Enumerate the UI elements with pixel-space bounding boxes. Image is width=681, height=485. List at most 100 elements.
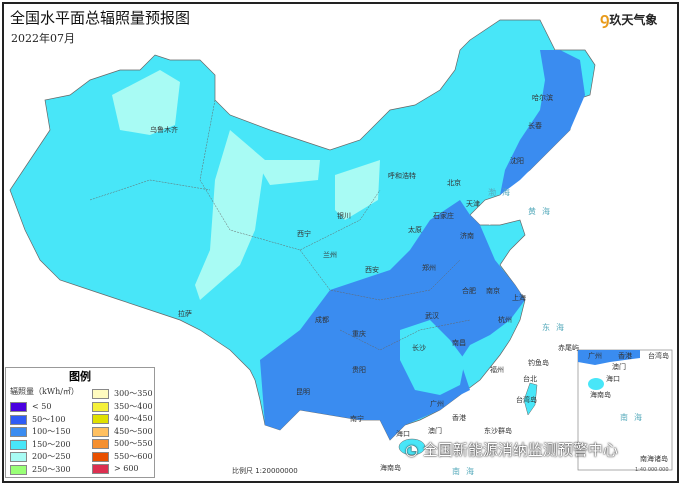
legend-label: 350～400 [114, 401, 153, 411]
city-label: 呼和浩特 [388, 171, 416, 180]
legend-label: 150～200 [32, 439, 71, 449]
map-scale: 比例尺 1:20000000 [232, 467, 298, 475]
yellow-sea-label: 黄海 [528, 206, 556, 216]
city-label: 重庆 [352, 329, 366, 338]
inset-mainland [578, 350, 640, 365]
legend-label: 200～250 [32, 452, 71, 461]
legend-item: 550～600 [92, 451, 153, 463]
city-label: 太原 [408, 225, 422, 234]
inset-label: 南海诸岛 [640, 455, 668, 463]
city-label: 乌鲁木齐 [150, 125, 178, 134]
city-label: 台湾岛 [516, 395, 537, 404]
watermark: ◔ 全国新能源消纳监测预警中心 [405, 442, 618, 459]
legend-swatch [92, 464, 109, 474]
hainan-island [398, 438, 426, 456]
region-200-250-hexi [255, 160, 320, 185]
logo-text: 玖天气象 [609, 13, 658, 27]
legend-label: 450～500 [114, 426, 153, 436]
legend-swatch [10, 414, 27, 425]
inset-city-label: 澳门 [612, 362, 626, 371]
legend-swatch [10, 427, 27, 437]
city-label: 南昌 [452, 338, 466, 347]
city-label: 西宁 [297, 229, 311, 238]
map-date: 2022年07月 [11, 32, 75, 45]
city-label: 福州 [490, 365, 504, 374]
inset-city-label: 香港 [618, 351, 632, 360]
city-label: 南宁 [350, 414, 364, 423]
city-label: 赤尾屿 [558, 343, 579, 352]
legend-item: 50～100 [10, 414, 65, 426]
city-label: 昆明 [296, 388, 310, 396]
city-label: 长沙 [412, 343, 426, 352]
legend-swatch [10, 464, 27, 475]
city-label: 澳门 [428, 426, 442, 435]
legend-label: < 50 [32, 402, 52, 411]
city-label: 东沙群岛 [484, 426, 512, 435]
south-sea-label: 南海 [452, 466, 480, 476]
legend-item: < 50 [10, 401, 51, 413]
legend-label: 550～600 [114, 451, 153, 461]
city-label: 海口 [396, 429, 410, 438]
inset-city-label: 海口 [606, 374, 620, 383]
inset-city-label: 台湾岛 [648, 351, 669, 360]
legend-item: 300～350 [92, 388, 153, 400]
legend-swatch [10, 439, 27, 450]
city-label: 南京 [486, 286, 500, 295]
bohai-sea [478, 200, 502, 225]
inset-city-label: 广州 [588, 351, 602, 360]
city-label: 广州 [430, 399, 444, 408]
legend-item: 500～550 [92, 438, 153, 450]
legend-label: > 600 [114, 464, 139, 473]
legend-label: 100～150 [32, 427, 71, 436]
legend-item: 100～150 [10, 426, 71, 438]
legend-unit: 辐照量（kWh/㎡） [10, 387, 79, 396]
legend-swatch [92, 414, 109, 424]
region-200-250-north [112, 70, 180, 135]
city-label: 贵阳 [352, 365, 366, 374]
city-label: 石家庄 [433, 211, 454, 220]
city-label: 哈尔滨 [532, 93, 553, 102]
legend: 图例 辐照量（kWh/㎡） < 50 50～100 100～150 150～200 20… [5, 367, 155, 478]
region-200-250-west [195, 130, 265, 300]
city-label: 香港 [452, 413, 466, 422]
legend-swatch [92, 439, 109, 449]
city-label: 武汉 [425, 311, 439, 320]
east-sea-label: 东海 [542, 322, 570, 332]
legend-item: 150～200 [10, 439, 71, 451]
inset-hainan [588, 378, 604, 390]
legend-item: > 600 [92, 463, 139, 475]
legend-label: 50～100 [32, 414, 66, 424]
city-label: 沈阳 [510, 156, 524, 165]
city-label: 西安 [365, 265, 379, 274]
taiwan-island [523, 382, 538, 416]
bohai-label: 渤海 [488, 187, 516, 197]
legend-item: 200～250 [10, 451, 71, 463]
region-200-250-ningxia [335, 160, 380, 220]
legend-swatch [92, 401, 109, 412]
legend-label: 250～300 [32, 464, 71, 474]
city-label: 拉萨 [178, 309, 192, 318]
legend-item: 250～300 [10, 464, 71, 476]
city-label: 北京 [447, 178, 461, 187]
city-labels: 乌鲁木齐 拉萨 西宁 兰州 银川 呼和浩特 北京 天津 石家庄 太原 济南 郑州… [150, 93, 579, 472]
legend-label: 400～450 [114, 414, 153, 423]
city-label: 杭州 [498, 315, 512, 324]
legend-swatch [92, 389, 109, 399]
city-label: 银川 [337, 211, 351, 220]
city-label: 海南岛 [380, 463, 401, 472]
legend-swatch [10, 402, 27, 412]
city-label: 天津 [466, 200, 480, 208]
legend-item: 350～400 [92, 401, 153, 413]
watermark-text: 全国新能源消纳监测预警中心 [422, 441, 618, 459]
city-label: 郑州 [422, 264, 436, 272]
legend-label: 300～350 [114, 389, 153, 398]
legend-swatch [92, 426, 109, 437]
city-label: 钓鱼岛 [528, 358, 549, 367]
legend-swatch [92, 451, 109, 462]
region-150-200-south [400, 320, 465, 395]
city-label: 济南 [460, 231, 474, 240]
inset-city-label: 海南岛 [590, 390, 611, 399]
wechat-icon: ◔ [405, 441, 423, 459]
map-title: 全国水平面总辐照量预报图 [10, 9, 191, 27]
